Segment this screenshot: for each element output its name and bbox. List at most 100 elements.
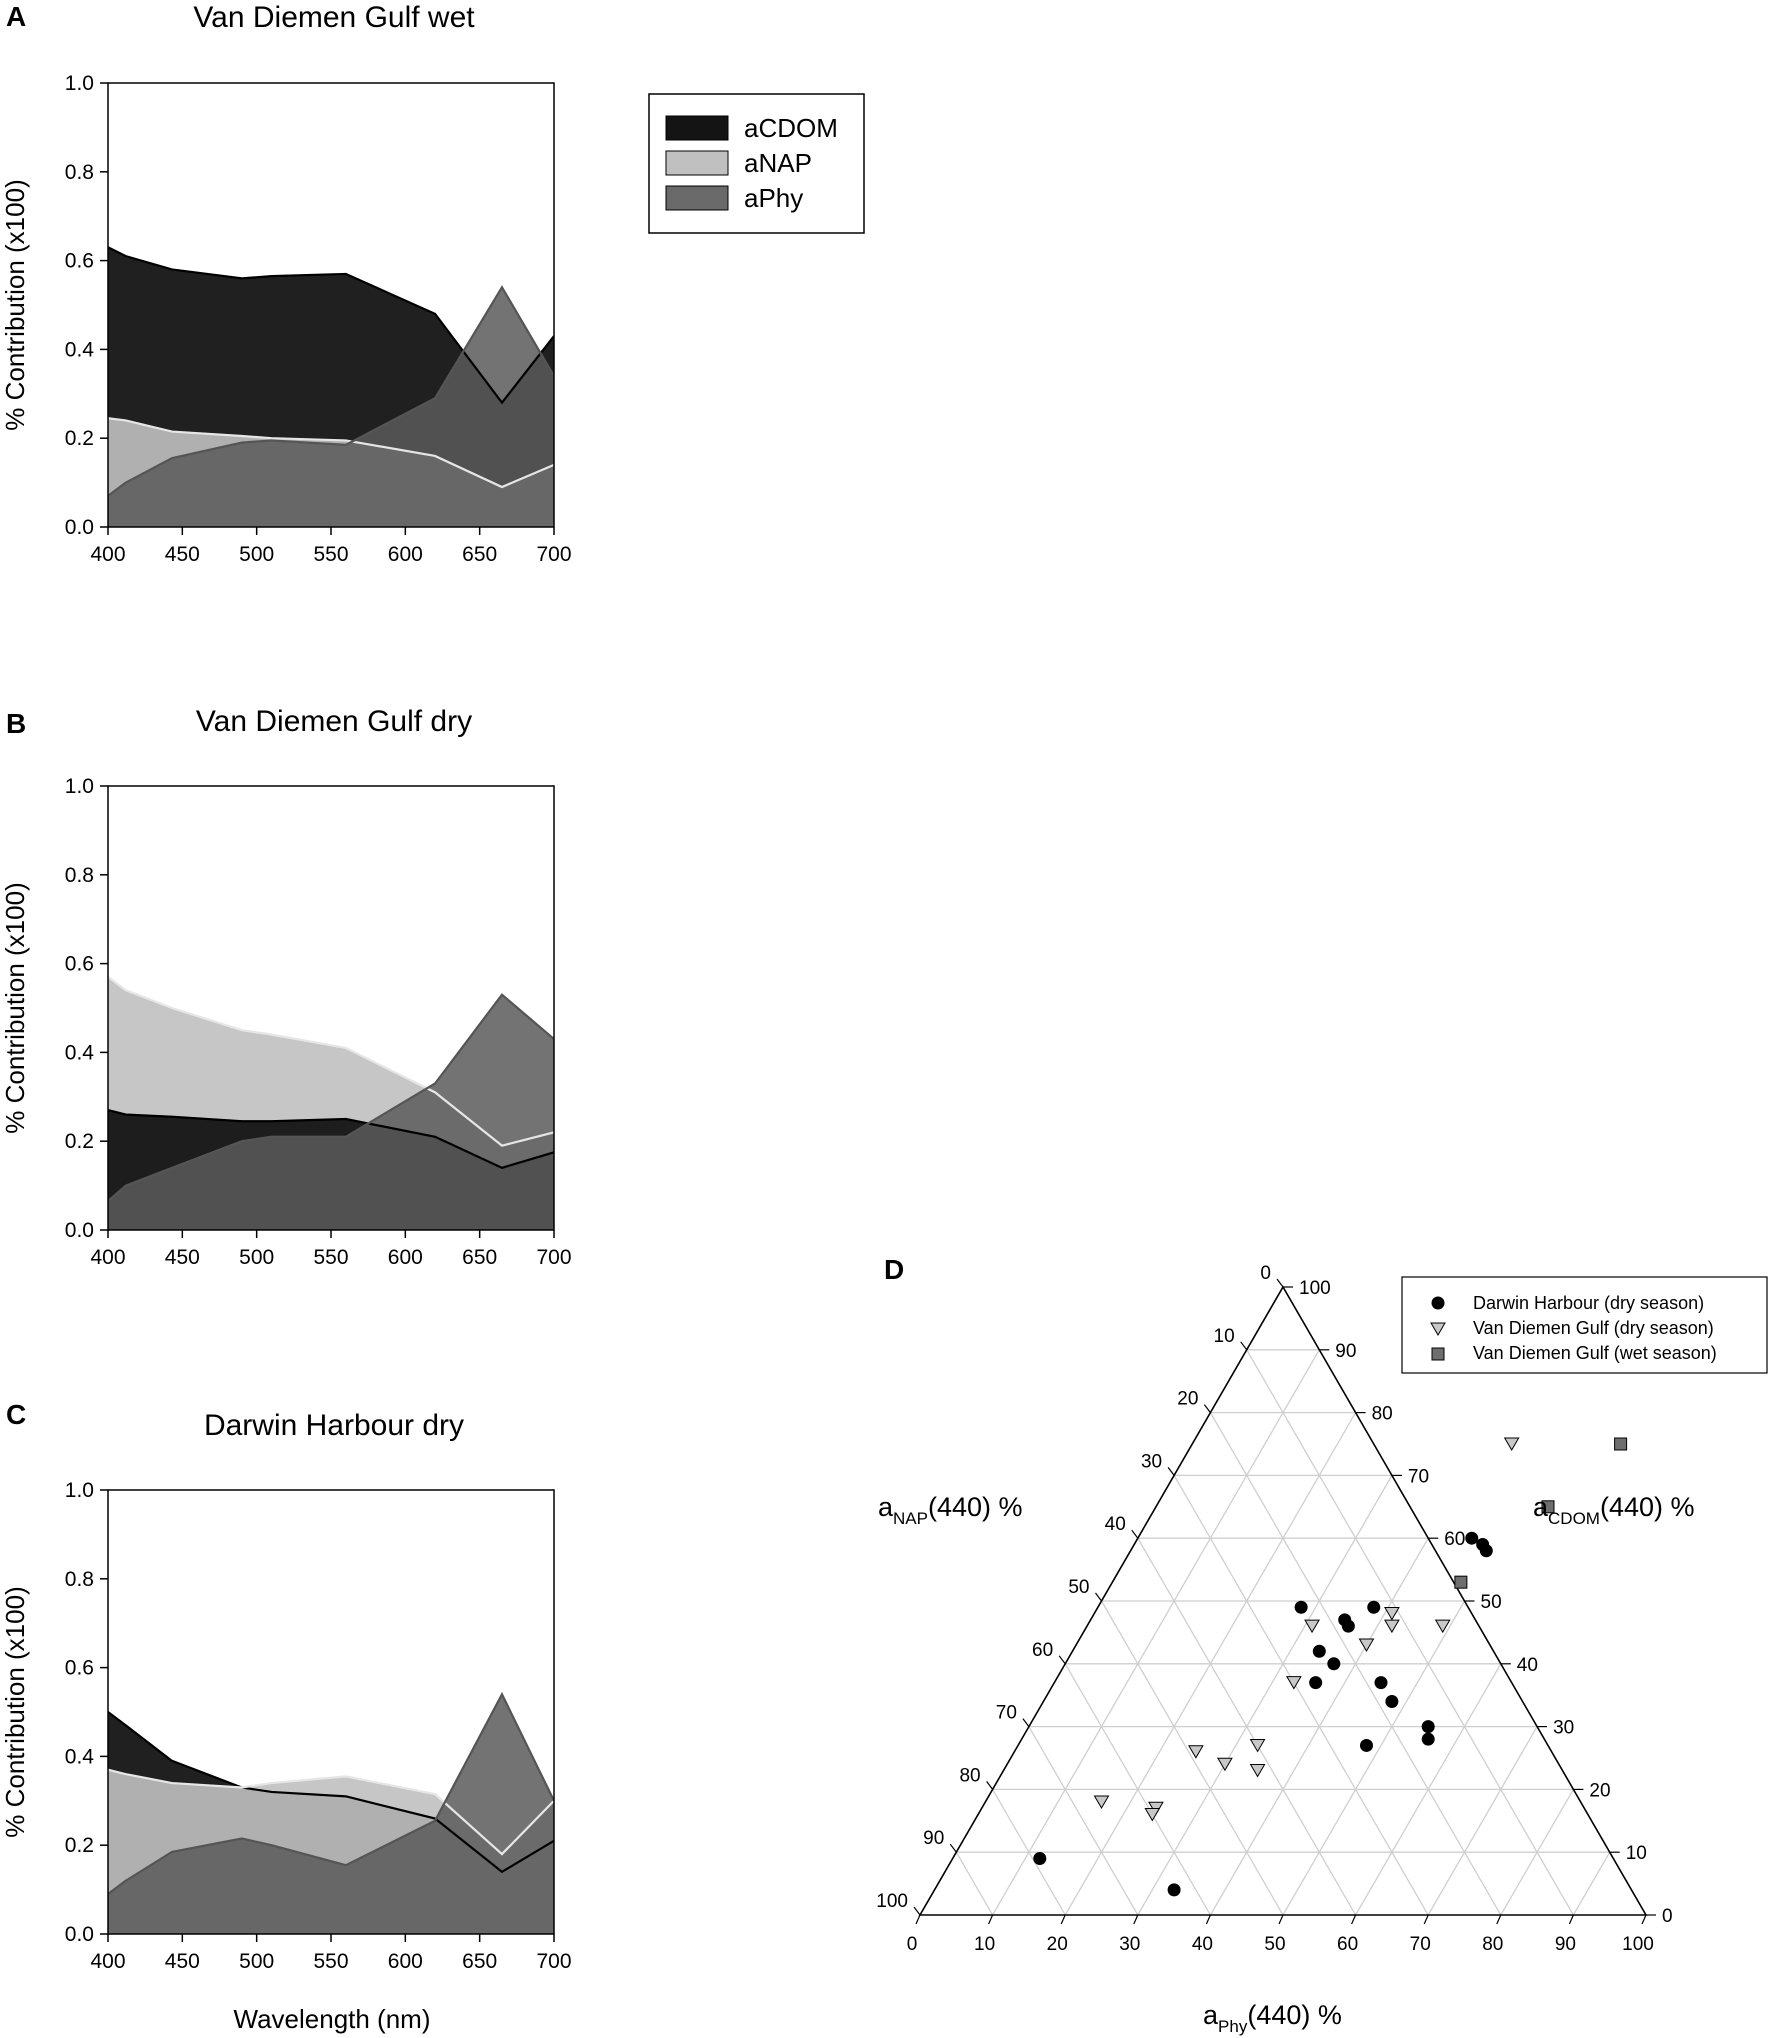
left-tick-mark <box>949 1843 957 1853</box>
svg-text:aPhy(440) %: aPhy(440) % <box>1203 2000 1342 2036</box>
y-tick-label-b: 1.0 <box>65 775 94 798</box>
bottom-tick-mark <box>988 1914 994 1925</box>
x-tick-label-c: 550 <box>313 1950 348 1973</box>
area-aphy-a <box>108 287 554 527</box>
ternary-gridline <box>1100 1600 1284 1916</box>
line-aphy-b <box>108 993 554 1202</box>
x-tick-label-a: 600 <box>388 543 423 566</box>
left-tick-mark <box>1276 1278 1284 1288</box>
ternary-gridline <box>1028 1726 1139 1916</box>
point-darwin-harbour-dry <box>1294 1600 1308 1614</box>
ternary-gridline <box>1246 1349 1574 1916</box>
point-darwin-harbour-dry <box>1374 1676 1388 1690</box>
bottom-tick-label: 60 <box>1337 1934 1358 1955</box>
point-van-diemen-gulf-dry <box>1384 1607 1400 1621</box>
left-tick-mark <box>1203 1404 1211 1413</box>
left-axis-name: a <box>878 1492 894 1522</box>
left-tick-label: 70 <box>996 1703 1017 1724</box>
point-darwin-harbour-dry <box>1167 1883 1181 1897</box>
point-van-diemen-gulf-wet <box>1614 1437 1628 1451</box>
x-tick-label-a: 400 <box>90 543 125 566</box>
left-tick-label: 30 <box>1141 1451 1162 1472</box>
left-tick-label: 100 <box>876 1891 908 1912</box>
x-tick-label-b: 550 <box>313 1246 348 1269</box>
right-tick-label: 80 <box>1372 1404 1393 1425</box>
ternary-axis-title-bottom: aPhy(440) % <box>1203 2000 1342 2036</box>
ternary-plot: 0 0 0 10 10 10 20 20 20 30 30 30 40 40 40 50 50 50 60 60 60 7… <box>876 1263 1707 1955</box>
legend-label-darwin-dry: Darwin Harbour (dry season) <box>1473 1293 1704 1313</box>
bottom-tick-mark <box>1641 1914 1647 1925</box>
point-van-diemen-gulf-dry <box>1304 1619 1320 1634</box>
bottom-tick-label: 80 <box>1482 1934 1503 1955</box>
point-van-diemen-gulf-dry <box>1093 1795 1110 1809</box>
right-tick-label: 40 <box>1517 1655 1538 1676</box>
x-tick-label-b: 600 <box>388 1246 423 1269</box>
panel-letter-a: A <box>6 1 26 32</box>
ternary-gridline <box>955 1851 994 1916</box>
area-aphy-c <box>108 1694 554 1934</box>
point-van-diemen-gulf-dry <box>1188 1745 1204 1759</box>
point-darwin-harbour-dry <box>1421 1720 1435 1734</box>
left-tick-mark <box>1095 1592 1102 1602</box>
ternary-gridline <box>1355 1663 1502 1916</box>
ternary-gridline <box>1173 1475 1429 1916</box>
line-anap-b <box>108 976 554 1147</box>
x-tick-label-c: 600 <box>388 1950 423 1973</box>
bottom-tick-label: 100 <box>1622 1934 1654 1955</box>
line-aphy-c <box>108 1691 554 1895</box>
legend-label-vdg-dry: Van Diemen Gulf (dry season) <box>1473 1318 1714 1338</box>
ternary-grid <box>955 1349 1611 1916</box>
legend-label-anap: aNAP <box>744 148 812 178</box>
chart-title-b: Van Diemen Gulf dry <box>196 705 472 738</box>
left-tick-label: 20 <box>1177 1389 1198 1410</box>
line-acdom-a <box>108 246 554 405</box>
bottom-tick-mark <box>1423 1914 1429 1925</box>
bottom-tick-label: 70 <box>1410 1934 1431 1955</box>
y-tick-label-a: 1.0 <box>65 72 94 95</box>
x-tick-label-b: 400 <box>90 1246 125 1269</box>
point-darwin-harbour-dry <box>1421 1732 1435 1746</box>
x-tick-label-c: 500 <box>239 1950 274 1973</box>
left-tick-label: 80 <box>959 1765 980 1786</box>
point-darwin-harbour-dry <box>1341 1619 1355 1633</box>
left-tick-label: 90 <box>923 1828 944 1849</box>
x-axis-label: Wavelength (nm) <box>234 2004 431 2034</box>
left-tick-mark <box>1167 1467 1175 1476</box>
left-axis-sub: NAP <box>893 1509 928 1528</box>
line-acdom-c <box>108 1711 554 1874</box>
bottom-tick-label: 40 <box>1192 1934 1213 1955</box>
bottom-axis-tail: (440) % <box>1247 2000 1342 2030</box>
area-chart-b: 0.0 0.2 0.4 0.6 0.8 1.0 400 450 500 550 600 650 700%… <box>0 775 572 1269</box>
legend-d: Darwin Harbour (dry season) Van Diemen G… <box>1401 1276 1768 1374</box>
x-tick-label-b: 450 <box>165 1246 200 1269</box>
x-tick-label-b: 650 <box>462 1246 497 1269</box>
y-tick-label-b: 0.0 <box>65 1219 94 1242</box>
ternary-gridline <box>1500 1789 1574 1916</box>
point-darwin-harbour-dry <box>1359 1738 1373 1752</box>
y-tick-label-c: 0.2 <box>65 1834 94 1857</box>
right-tick-label: 0 <box>1662 1906 1673 1927</box>
point-darwin-harbour-dry <box>1309 1676 1323 1690</box>
point-darwin-harbour-dry <box>1385 1694 1399 1708</box>
ternary-gridline <box>992 1349 1320 1916</box>
ternary-gridline <box>1427 1726 1538 1916</box>
left-tick-label: 10 <box>1214 1326 1235 1347</box>
x-tick-label-c: 450 <box>165 1950 200 1973</box>
svg-text:aNAP(440) %: aNAP(440) % <box>878 1492 1023 1528</box>
y-tick-label-a: 0.8 <box>65 161 94 184</box>
y-tick-label-a: 0.2 <box>65 427 94 450</box>
left-tick-mark <box>1022 1718 1030 1727</box>
ternary-gridline <box>992 1789 1066 1916</box>
legend-label-acdom: aCDOM <box>744 113 838 143</box>
right-tick-label: 50 <box>1481 1592 1502 1613</box>
x-tick-label-a: 450 <box>165 543 200 566</box>
right-tick-label: 20 <box>1589 1780 1610 1801</box>
panel-letter-d: D <box>884 1254 904 1285</box>
area-chart-c: 0.0 0.2 0.4 0.6 0.8 1.0 400 450 500 550 600 650 700%… <box>0 1479 572 1973</box>
legend-swatch-aphy <box>665 185 729 211</box>
point-van-diemen-gulf-wet <box>1454 1575 1468 1589</box>
bottom-axis-name: a <box>1203 2000 1219 2030</box>
left-tick-label: 50 <box>1068 1577 1089 1598</box>
y-axis-label-c: % Contribution (x100) <box>0 1586 30 1837</box>
legend-marker-triangle <box>1430 1322 1446 1336</box>
